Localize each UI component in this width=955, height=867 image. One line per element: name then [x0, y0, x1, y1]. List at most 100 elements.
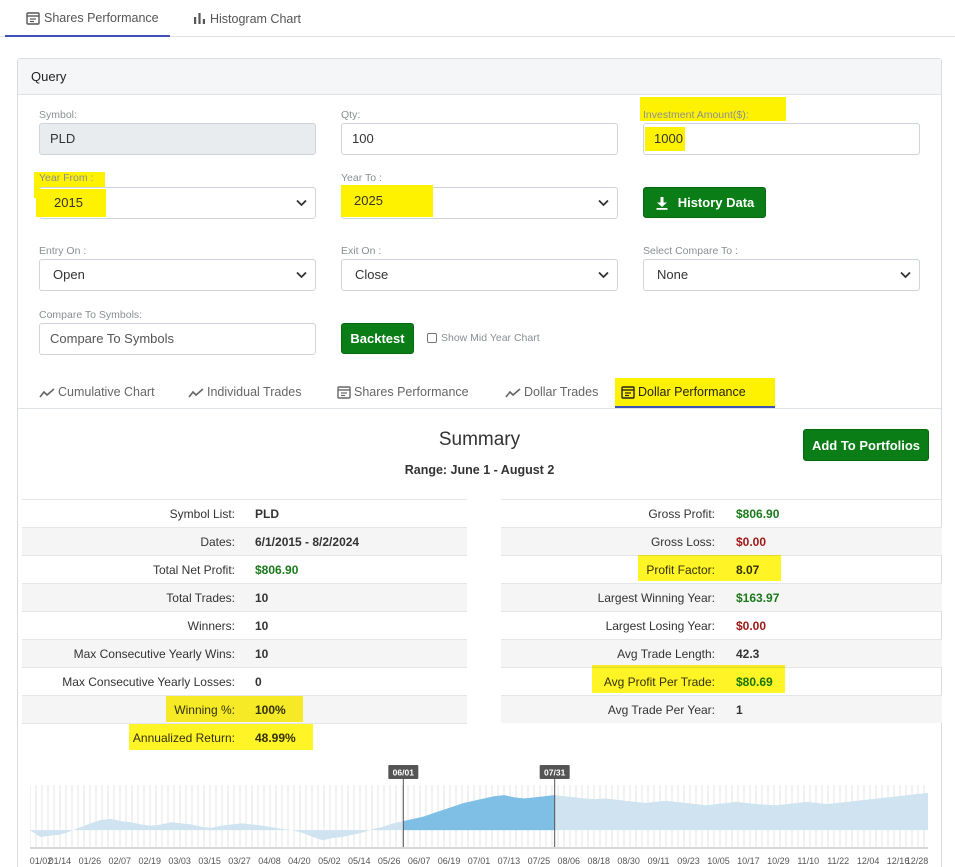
qty-label: Qty:: [341, 109, 361, 121]
investment-value: 1000: [645, 127, 685, 151]
summary-row-label: Largest Losing Year:: [605, 618, 715, 633]
summary-row: Avg Trade Length: 42.3: [501, 639, 942, 667]
summary-row-label: Dates:: [200, 534, 235, 549]
range-start-handle[interactable]: [388, 765, 419, 779]
summary-row-value: PLD: [255, 506, 279, 521]
summary-row: Total Trades: 10: [22, 583, 467, 611]
summary-range: Range: June 1 - August 2: [404, 463, 555, 477]
x-tick-label: 09/11: [648, 856, 670, 866]
x-tick-label: 04/20: [288, 856, 311, 866]
summary-row-label: Winners:: [187, 618, 235, 633]
x-tick-label: 04/08: [258, 856, 281, 866]
chevron-down-icon: [598, 199, 609, 207]
compare-to-select[interactable]: None: [643, 259, 920, 291]
x-tick-label: 07/25: [528, 856, 551, 866]
summary-row: Total Net Profit: $806.90: [22, 555, 467, 583]
tab-shares-performance[interactable]: Shares Performance: [5, 0, 170, 37]
summary-row-value: $0.00: [736, 618, 767, 633]
summary-row-value: 6/1/2015 - 8/2/2024: [255, 534, 360, 549]
x-tick-label: 10/29: [767, 856, 790, 866]
x-tick-label: 02/07: [109, 856, 132, 866]
show-mid-year-label: Show Mid Year Chart: [441, 332, 540, 344]
qty-field[interactable]: 100: [341, 123, 618, 155]
summary-row-value: $806.90: [736, 506, 780, 521]
history-data-button[interactable]: History Data: [643, 187, 766, 218]
summary-row-label: Avg Trade Length:: [617, 646, 715, 661]
tab-individual-trades[interactable]: Individual Trades: [188, 379, 302, 405]
x-tick-label: 11/10: [797, 856, 819, 866]
summary-row-value: 42.3: [736, 646, 760, 661]
summary-row: Max Consecutive Yearly Wins: 10: [22, 639, 467, 667]
summary-row-label: Total Net Profit:: [152, 562, 235, 577]
tab-label: Cumulative Chart: [58, 385, 155, 399]
summary-row: Avg Trade Per Year: 1: [501, 695, 942, 723]
summary-row-value: 10: [255, 618, 269, 633]
summary-row: Max Consecutive Yearly Losses: 0: [22, 667, 467, 695]
x-tick-label: 08/06: [558, 856, 581, 866]
x-tick-label: 08/18: [587, 856, 610, 866]
summary-row-value: 1: [736, 702, 743, 717]
exit-on-label: Exit On :: [341, 245, 382, 257]
x-tick-label: 01/02: [30, 856, 52, 866]
history-data-label: History Data: [677, 195, 755, 210]
x-tick-label: 05/14: [348, 856, 371, 866]
summary-row-value: $806.90: [255, 562, 299, 577]
entry-on-label: Entry On :: [39, 245, 87, 257]
investment-amount-field[interactable]: 1000: [643, 123, 920, 155]
tab-dollar-trades[interactable]: Dollar Trades: [505, 379, 598, 405]
summary-row-value: $163.97: [736, 590, 780, 605]
year-from-value: 2015: [36, 189, 106, 217]
x-tick-label: 10/05: [707, 856, 730, 866]
backtest-button[interactable]: Backtest: [341, 323, 414, 354]
tab-shares-performance-sub[interactable]: Shares Performance: [337, 379, 469, 405]
compare-symbols-input[interactable]: Compare To Symbols: [39, 323, 316, 355]
tab-cumulative-chart[interactable]: Cumulative Chart: [39, 379, 155, 405]
x-tick-label: 03/15: [198, 856, 221, 866]
compare-to-label: Select Compare To :: [643, 245, 738, 257]
add-to-portfolios-button[interactable]: Add To Portfolios: [803, 429, 929, 461]
summary-row: Dates: 6/1/2015 - 8/2/2024: [22, 527, 467, 555]
tab-label: Shares Performance: [44, 10, 159, 25]
line-chart-icon: [39, 387, 55, 397]
year-to-select[interactable]: 2025: [341, 185, 618, 219]
bar-chart-icon: [194, 13, 205, 24]
exit-on-value: Close: [355, 267, 389, 282]
highlight-avg-profit-per-trade: [592, 665, 785, 693]
summary-row-label: Avg Trade Per Year:: [607, 702, 715, 717]
tab-label: Dollar Trades: [524, 385, 599, 399]
summary-row-value: 0: [255, 674, 262, 689]
symbol-field[interactable]: PLD: [39, 123, 316, 155]
card-header: Query: [18, 59, 941, 95]
exit-on-select[interactable]: Close: [341, 259, 618, 291]
summary-row-value: 10: [255, 590, 269, 605]
summary-row-label: Largest Winning Year:: [597, 590, 715, 605]
x-tick-label: 12/16: [887, 856, 910, 866]
summary-title: Summary: [438, 429, 521, 450]
highlight-profit-factor: [638, 555, 781, 581]
year-to-label: Year To :: [341, 172, 382, 184]
summary-row-label: Total Trades:: [166, 590, 235, 605]
tab-histogram-chart[interactable]: Histogram Chart: [193, 0, 301, 37]
calendar-icon: [621, 386, 635, 399]
year-from-select[interactable]: 2015: [36, 187, 316, 219]
tab-dollar-performance[interactable]: Dollar Performance: [615, 378, 775, 408]
chevron-down-icon: [296, 199, 307, 207]
range-end-handle-label: 07/31: [544, 768, 566, 778]
compare-to-value: None: [657, 267, 689, 282]
entry-on-select[interactable]: Open: [39, 259, 316, 291]
dollar-performance-chart[interactable]: 06/01 07/31 01/02 01/14 01/26 02/07 02/19 03/03…: [29, 765, 930, 867]
x-tick-label: 08/30: [617, 856, 640, 866]
chevron-down-icon: [296, 271, 307, 279]
range-end-handle[interactable]: [539, 765, 570, 779]
calendar-icon: [26, 11, 40, 25]
x-tick-label: 01/26: [79, 856, 102, 866]
show-mid-year-checkbox-wrap[interactable]: Show Mid Year Chart: [427, 332, 540, 344]
compare-symbols-label: Compare To Symbols:: [39, 309, 143, 321]
chart-area-selected: [403, 795, 555, 831]
summary-row: Symbol List: PLD: [22, 499, 467, 527]
summary-row: Largest Losing Year: $0.00: [501, 611, 942, 639]
show-mid-year-checkbox[interactable]: [427, 333, 437, 343]
highlight-annualized-return: [129, 724, 313, 750]
symbol-label: Symbol:: [39, 109, 77, 121]
